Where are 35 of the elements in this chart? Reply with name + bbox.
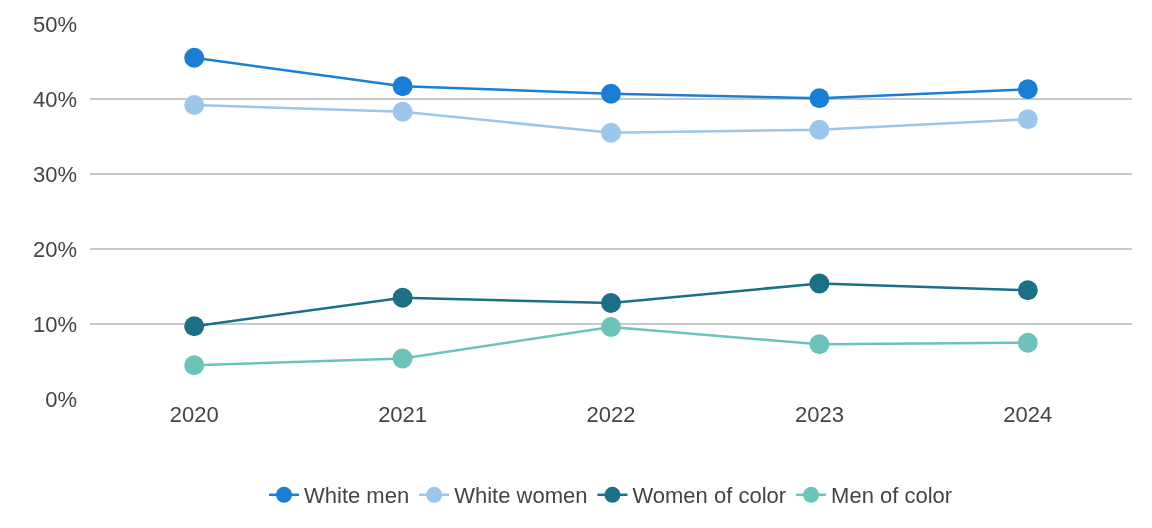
x-tick-label: 2021 <box>378 402 428 427</box>
point <box>1017 332 1038 353</box>
y-tick-label: 40% <box>32 86 77 112</box>
point <box>1017 280 1038 301</box>
legend-label: White men <box>304 483 410 509</box>
legend-label: Women of color <box>632 483 787 509</box>
point <box>809 334 830 355</box>
y-tick-label: 20% <box>32 236 77 262</box>
y-tick-label: 10% <box>32 311 77 337</box>
y-tick-label: 0% <box>45 386 77 412</box>
x-tick-label: 2022 <box>586 402 636 427</box>
point <box>392 76 413 97</box>
x-tick-label: 2023 <box>794 402 844 427</box>
x-tick-label: 2024 <box>1003 402 1053 427</box>
legend-label: White women <box>454 483 588 509</box>
point <box>601 293 621 313</box>
point <box>809 273 830 294</box>
y-tick-label: 30% <box>32 161 77 187</box>
point <box>601 83 621 104</box>
point <box>392 101 413 122</box>
point <box>184 95 205 115</box>
point <box>809 119 830 140</box>
point <box>392 348 413 369</box>
y-tick-label: 50% <box>32 11 77 37</box>
point <box>1017 109 1038 130</box>
point <box>184 47 205 68</box>
point <box>809 88 830 109</box>
point <box>184 316 205 337</box>
point <box>184 355 205 376</box>
point <box>601 122 621 143</box>
point <box>392 287 413 308</box>
point <box>601 317 621 337</box>
legend-label: Men of color <box>831 483 953 509</box>
x-tick-label: 2020 <box>169 402 219 427</box>
point <box>1017 79 1038 100</box>
